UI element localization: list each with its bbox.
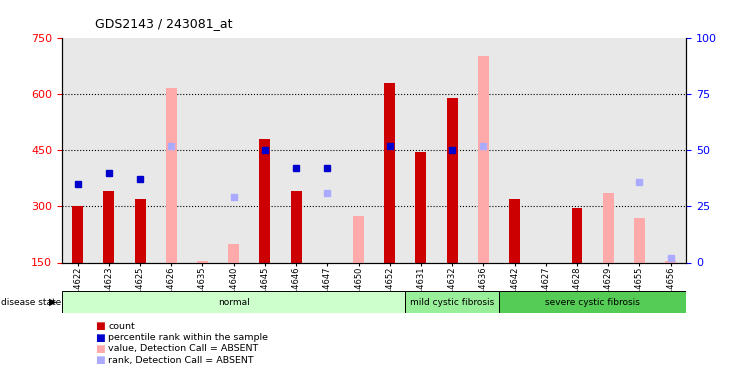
- Text: GDS2143 / 243081_at: GDS2143 / 243081_at: [95, 17, 232, 30]
- Bar: [134, 199, 145, 262]
- Text: count: count: [108, 322, 135, 331]
- Bar: [572, 208, 583, 262]
- Bar: [655, 38, 686, 262]
- Text: ▶: ▶: [50, 297, 57, 307]
- Text: ■: ■: [95, 344, 104, 354]
- Bar: [353, 216, 364, 262]
- Bar: [249, 38, 280, 262]
- Bar: [93, 38, 124, 262]
- Text: normal: normal: [218, 298, 250, 307]
- Text: percentile rank within the sample: percentile rank within the sample: [108, 333, 268, 342]
- Bar: [155, 38, 187, 262]
- Text: disease state: disease state: [1, 298, 61, 307]
- Bar: [415, 152, 426, 262]
- Bar: [187, 38, 218, 262]
- Bar: [104, 191, 115, 262]
- Bar: [343, 38, 374, 262]
- Text: rank, Detection Call = ABSENT: rank, Detection Call = ABSENT: [108, 356, 253, 364]
- Bar: [405, 291, 499, 313]
- Bar: [384, 82, 395, 262]
- Bar: [312, 38, 343, 262]
- Bar: [665, 261, 676, 262]
- Bar: [72, 206, 83, 262]
- Bar: [437, 38, 468, 262]
- Bar: [478, 56, 489, 262]
- Bar: [530, 38, 561, 262]
- Bar: [634, 217, 645, 262]
- Text: ■: ■: [95, 321, 104, 331]
- Bar: [624, 38, 655, 262]
- Bar: [447, 98, 458, 262]
- Bar: [218, 38, 250, 262]
- Text: ■: ■: [95, 355, 104, 365]
- Bar: [561, 38, 593, 262]
- Bar: [228, 244, 239, 262]
- Bar: [499, 291, 686, 313]
- Bar: [62, 38, 93, 262]
- Bar: [62, 291, 405, 313]
- Bar: [197, 261, 208, 262]
- Bar: [280, 38, 312, 262]
- Bar: [603, 193, 614, 262]
- Text: ■: ■: [95, 333, 104, 342]
- Bar: [166, 88, 177, 262]
- Text: value, Detection Call = ABSENT: value, Detection Call = ABSENT: [108, 344, 258, 353]
- Text: mild cystic fibrosis: mild cystic fibrosis: [410, 298, 494, 307]
- Bar: [499, 38, 530, 262]
- Bar: [509, 199, 520, 262]
- Bar: [124, 38, 155, 262]
- Bar: [468, 38, 499, 262]
- Bar: [374, 38, 405, 262]
- Bar: [291, 191, 301, 262]
- Bar: [593, 38, 624, 262]
- Bar: [259, 139, 270, 262]
- Bar: [405, 38, 437, 262]
- Text: severe cystic fibrosis: severe cystic fibrosis: [545, 298, 640, 307]
